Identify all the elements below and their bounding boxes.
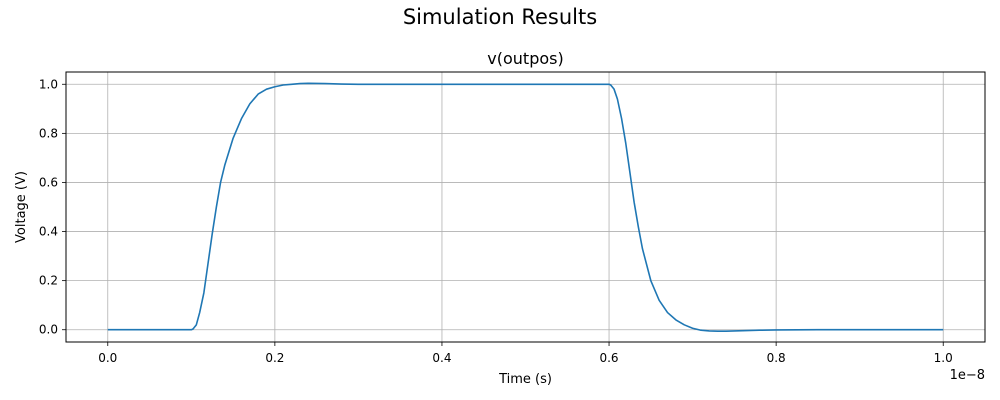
y-tick-label: 0.0 (39, 323, 58, 337)
x-tick-label: 1.0 (934, 351, 953, 365)
y-tick-label: 0.4 (39, 225, 58, 239)
plot-frame (65, 71, 986, 343)
y-tick-label: 1.0 (39, 77, 58, 91)
series-line-0 (107, 82, 944, 333)
x-tick-label: 0.8 (767, 351, 786, 365)
x-axis-label: Time (s) (498, 372, 552, 387)
series-lines (107, 82, 944, 333)
x-axis-offset-text: 1e−8 (950, 368, 985, 383)
x-tick-label: 0.4 (432, 351, 451, 365)
y-axis-ticks: 0.0 0.2 0.4 0.6 0.8 1.0 (39, 77, 66, 337)
x-tick-label: 0.0 (98, 351, 117, 365)
y-tick-label: 0.8 (39, 126, 58, 140)
y-tick-label: 0.6 (39, 175, 58, 189)
y-tick-label: 0.2 (39, 274, 58, 288)
x-axis-ticks: 0.0 0.2 0.4 0.6 0.8 1.0 (98, 342, 953, 365)
x-tick-label: 0.6 (599, 351, 618, 365)
x-tick-label: 0.2 (265, 351, 284, 365)
plot-title: v(outpos) (487, 49, 563, 68)
figure-suptitle: Simulation Results (403, 5, 597, 29)
y-axis-label: Voltage (V) (14, 171, 29, 243)
